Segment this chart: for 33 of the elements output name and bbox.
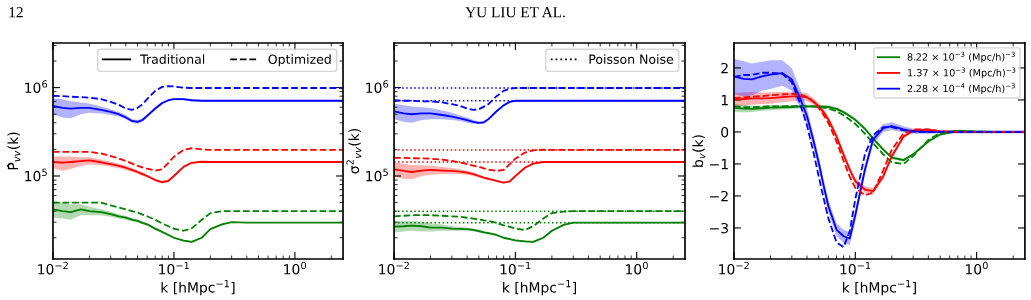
x-axis-title: k [hMpc$^{−1}$] (503, 280, 576, 296)
x-tick-label: 10$^{−1}$ (840, 261, 871, 275)
x-tick-label: 10$^{−2}$ (379, 261, 409, 275)
y-axis-title: σ$^{2}$$_{vv}$(k) (346, 129, 362, 174)
legend-label: Poisson Noise (589, 54, 674, 64)
y-tick-label: 2 (721, 62, 728, 74)
legend-label: Optimized (268, 54, 331, 67)
x-axis-title: k [hMpc$^{−1}$] (161, 280, 235, 296)
x-tick-label: 10$^{−2}$ (719, 261, 749, 275)
legend-label: Traditional (140, 54, 205, 64)
x-tick-label: 10$^{0}$ (626, 261, 648, 275)
y-tick-label: −2 (710, 190, 728, 202)
x-tick-label: 10$^{−2}$ (38, 261, 68, 275)
text: YU LIU ET AL. (465, 7, 565, 18)
y-tick-label: 0 (721, 126, 729, 138)
y-tick-label: 10$^{5}$ (366, 168, 388, 182)
x-tick-label: 10$^{0}$ (284, 261, 307, 275)
x-tick-label: 10$^{0}$ (965, 261, 988, 275)
y-tick-label: −3 (710, 222, 728, 234)
legend-label: 1.37 × 10$^{−3}$ (Mpc/h)$^{−3}$ (908, 67, 1016, 79)
y-tick-label: 10$^{6}$ (25, 80, 48, 93)
y-tick-label: 10$^{6}$ (366, 80, 389, 93)
y-tick-label: −1 (710, 159, 728, 170)
y-axis-title: P̂$_{vv}$(k) (6, 132, 21, 170)
y-tick-label: 1 (721, 95, 728, 106)
legend-label: 8.22 × 10$^{−3}$ (Mpc/h)$^{−3}$ (907, 51, 1015, 63)
legend-label: 2.28 × 10$^{−4}$ (Mpc/h)$^{−3}$ (907, 83, 1015, 95)
x-axis-title: k [hMpc$^{−1}$] (843, 280, 916, 296)
y-tick-label: 10$^{5}$ (25, 168, 47, 182)
y-axis-title: b$_{v}$(k) (692, 135, 706, 167)
text: 12 (9, 7, 23, 18)
x-tick-label: 10$^{−1}$ (500, 261, 531, 275)
x-tick-label: 10$^{−1}$ (159, 261, 189, 275)
